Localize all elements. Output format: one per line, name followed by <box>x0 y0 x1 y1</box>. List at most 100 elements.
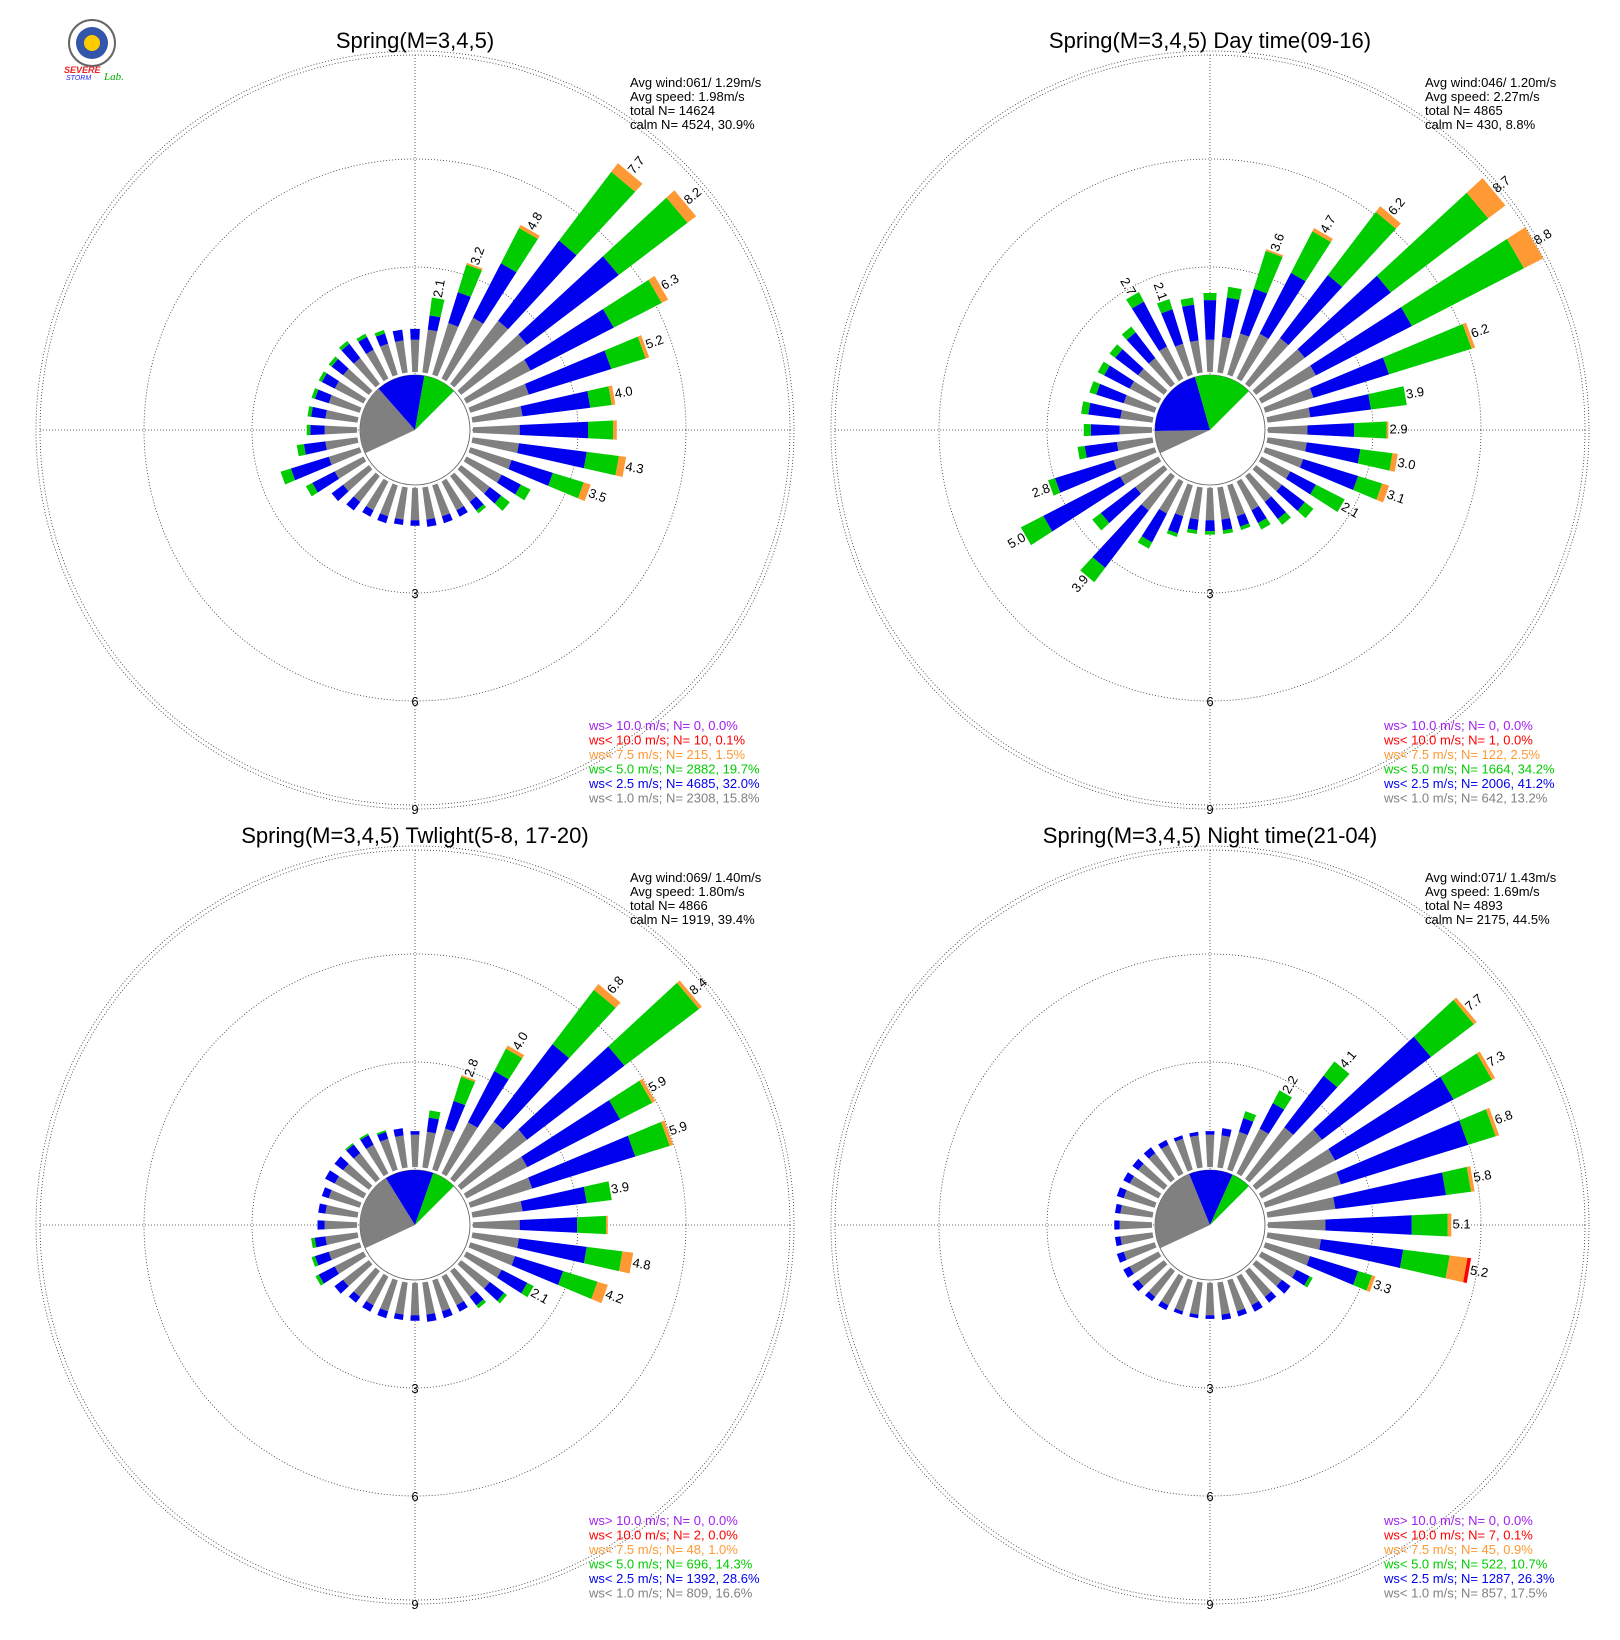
bar-segment-lt1 <box>1190 486 1203 520</box>
bar-segment-lt7_5 <box>1466 178 1506 219</box>
bar-segment-lt5 <box>609 1080 653 1120</box>
bar-segment-lt1 <box>1148 358 1175 388</box>
bar-segment-lt1 <box>1267 425 1308 435</box>
bar-segment-lt1 <box>432 483 450 517</box>
bar-total-label: 5.9 <box>667 1118 689 1138</box>
bar-segment-lt2_5 <box>1104 365 1134 389</box>
bar-segment-lt5 <box>1048 478 1061 496</box>
bar-segment-lt1 <box>1266 1197 1336 1218</box>
bar-segment-lt2_5 <box>469 496 484 511</box>
bar-segment-lt1 <box>1120 1232 1154 1245</box>
bar-segment-lt5 <box>1257 518 1271 530</box>
bar-segment-lt1 <box>1129 381 1162 404</box>
bar-segment-lt5 <box>1121 326 1136 340</box>
bar-segment-lt2_5 <box>517 1238 587 1264</box>
legend-entry: ws> 10.0 m/s; N= 0, 0.0% <box>588 1513 738 1528</box>
legend-entry: ws< 10.0 m/s; N= 1, 0.0% <box>1383 733 1533 748</box>
bar-segment-lt5 <box>338 340 350 351</box>
bar-segment-lt1 <box>1123 1242 1157 1260</box>
bar-segment-lt2_5 <box>497 474 521 495</box>
calm-pie-slice <box>1189 1170 1233 1225</box>
bar-segment-lt7_5 <box>1265 249 1284 257</box>
bar-segment-lt1 <box>1190 1135 1203 1169</box>
bar-segment-lt5 <box>1304 1276 1313 1288</box>
bar-segment-lt2_5 <box>331 484 349 502</box>
severe-storm-lab-logo: SEVERE STORM Lab. <box>64 19 124 83</box>
outer-circle <box>39 54 791 806</box>
bar-segment-lt2_5 <box>1238 1118 1254 1135</box>
bar-segment-lt1 <box>1245 472 1272 502</box>
bar-segment-lt1 <box>432 1278 450 1312</box>
bar-segment-lt1 <box>1266 1232 1322 1250</box>
bar-segment-lt5 <box>500 228 538 273</box>
bar-segment-lt2_5 <box>519 1217 578 1233</box>
bar-segment-lt10 <box>1463 1257 1472 1284</box>
legend-entry: ws< 5.0 m/s; N= 696, 14.3% <box>588 1557 753 1572</box>
bar-segment-lt2_5 <box>1189 1131 1199 1137</box>
bar-total-label: 3.6 <box>1267 231 1287 253</box>
bar-segment-lt2_5 <box>1173 1135 1184 1142</box>
wind-rose-panel: 3693.64.76.28.78.86.23.92.93.03.12.13.95… <box>830 28 1590 817</box>
ring-label: 3 <box>1206 1381 1213 1396</box>
bar-segment-lt7_5 <box>1375 206 1401 229</box>
bar-segment-lt2_5 <box>1251 1301 1263 1312</box>
bar-segment-lt1 <box>343 368 373 395</box>
bar-segment-lt2_5 <box>1158 1139 1169 1149</box>
bar-segment-lt5 <box>476 1299 487 1309</box>
bar-segment-lt5 <box>1083 423 1091 437</box>
bar-segment-lt1 <box>353 1267 380 1297</box>
bar-segment-lt5 <box>318 371 327 383</box>
bar-segment-lt5 <box>315 1274 324 1286</box>
bar-segment-lt7_5 <box>613 420 617 440</box>
bar-segment-lt2_5 <box>317 1220 325 1230</box>
bar-segment-lt1 <box>1123 395 1157 413</box>
bar-segment-lt5 <box>345 1143 354 1151</box>
bar-segment-lt1 <box>422 486 435 520</box>
bar-segment-lt1 <box>1245 1267 1272 1297</box>
bar-segment-lt7_5 <box>648 275 669 303</box>
legend-entry: ws< 2.5 m/s; N= 2006, 41.2% <box>1383 776 1555 791</box>
ring-circle <box>830 50 1590 810</box>
bar-segment-lt1 <box>380 483 398 517</box>
bar-segment-lt2_5 <box>377 1131 389 1142</box>
bar-total-label: 3.5 <box>587 485 609 505</box>
legend-entry: ws< 7.5 m/s; N= 215, 1.5% <box>588 747 746 762</box>
bar-segment-lt1 <box>1159 478 1184 514</box>
bar-segment-lt1 <box>325 1205 359 1218</box>
info-line: Avg speed: 1.98m/s <box>630 89 745 104</box>
bar-segment-lt1 <box>441 478 464 511</box>
bar-segment-lt1 <box>1190 340 1203 374</box>
bar-segment-lt2_5 <box>1203 300 1217 340</box>
bar-segment-lt2_5 <box>1309 357 1390 398</box>
bar-segment-lt1 <box>380 343 398 377</box>
bar-segment-lt7_5 <box>1447 1213 1452 1237</box>
bar-segment-lt1 <box>468 447 512 470</box>
bar-segment-lt2_5 <box>375 333 389 347</box>
bar-segment-lt2_5 <box>314 1236 327 1248</box>
bar-segment-lt5 <box>1226 286 1242 300</box>
bar-segment-lt2_5 <box>520 1186 587 1212</box>
info-line: calm N= 4524, 30.9% <box>630 117 755 132</box>
bar-segment-lt5 <box>1290 231 1331 282</box>
bar-segment-lt2_5 <box>346 1144 361 1159</box>
bar-segment-lt2_5 <box>1259 1103 1285 1134</box>
bar-segment-lt5 <box>359 1133 369 1140</box>
bar-segment-lt2_5 <box>441 1308 453 1319</box>
bar-segment-lt7_5 <box>591 1281 608 1304</box>
bar-segment-lt2_5 <box>321 1187 332 1199</box>
logo-suffix: Lab. <box>103 71 124 83</box>
bar-segment-lt1 <box>334 1251 367 1274</box>
outer-circle <box>834 54 1586 806</box>
info-line: total N= 14624 <box>630 103 715 118</box>
bar-segment-lt1 <box>457 465 490 494</box>
bar-segment-lt2_5 <box>1123 1172 1134 1184</box>
info-line: Avg wind:069/ 1.40m/s <box>630 870 762 885</box>
bar-segment-lt1 <box>1205 1282 1215 1316</box>
bar-total-label: 4.8 <box>631 1255 651 1273</box>
bar-segment-lt2_5 <box>1132 1279 1144 1292</box>
bar-segment-lt1 <box>1263 388 1314 413</box>
bar-segment-lt2_5 <box>377 1308 389 1319</box>
logo-line2: STORM <box>66 75 91 82</box>
bar-segment-lt2_5 <box>1221 1313 1232 1321</box>
